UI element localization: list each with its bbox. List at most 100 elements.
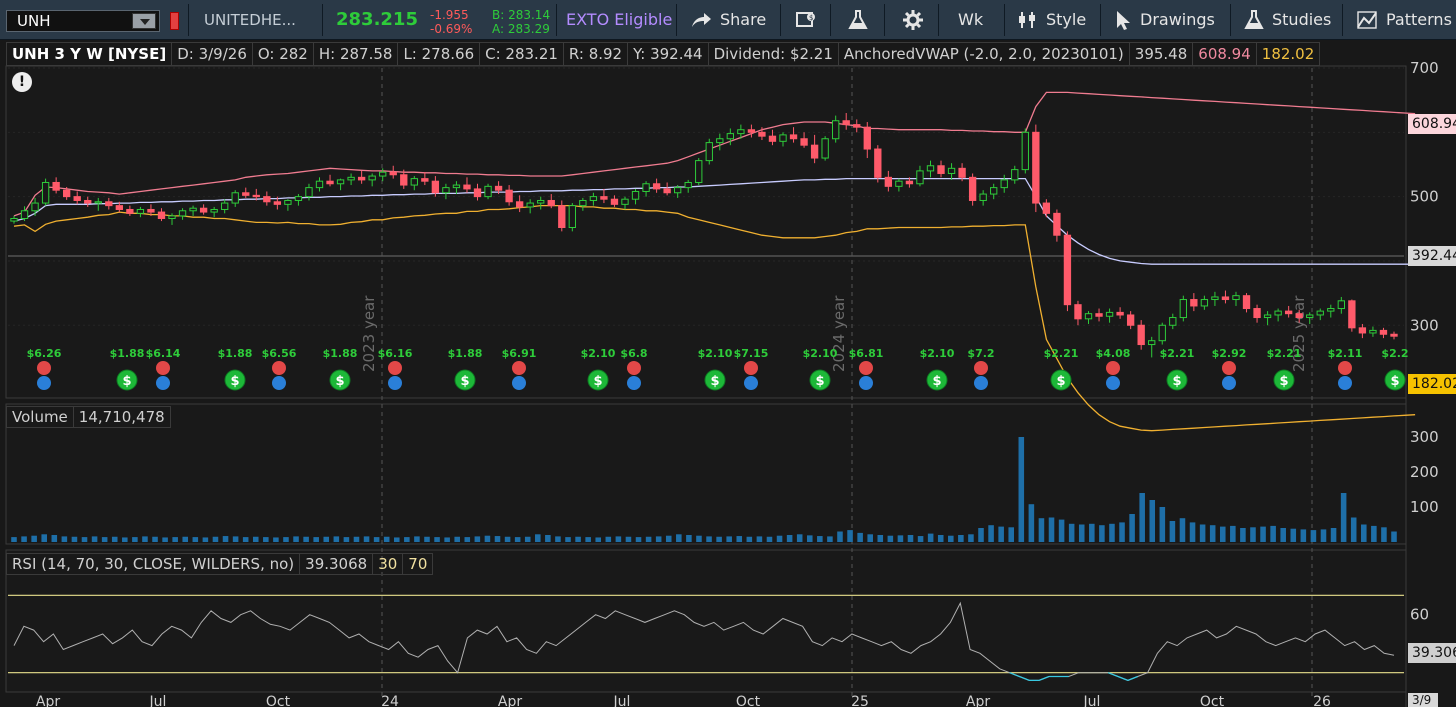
volume-bar (1028, 504, 1035, 542)
vwap-line (13, 177, 1416, 265)
volume-bar (91, 536, 98, 542)
snapshot-icon[interactable]: $ (795, 10, 817, 30)
volume-bar (1391, 531, 1397, 542)
candle-body (305, 187, 313, 198)
dividend-dollar-glyph: $ (710, 374, 719, 389)
volume-bar (1099, 525, 1105, 542)
symbol-input[interactable]: UNH (6, 10, 160, 32)
candle-body (800, 138, 808, 146)
flag-icon[interactable] (170, 12, 179, 30)
earnings-info-icon (627, 376, 641, 390)
volume-bar (847, 530, 853, 542)
volume-bar (766, 536, 773, 542)
volume-bar (41, 534, 47, 542)
dividend-amount-label: $6.81 (849, 347, 884, 360)
earnings-icon (974, 361, 988, 375)
volume-bar (524, 536, 531, 542)
dividend-amount-label: $2.10 (803, 347, 838, 360)
study-name[interactable]: AnchoredVWAP (-2.0, 2.0, 20230101) (837, 42, 1129, 66)
volume-bar (927, 533, 934, 542)
date-tag: 3/9 (1408, 693, 1438, 707)
dividend-amount-label: $2.10 (581, 347, 616, 360)
chart-title: UNH 3 Y W [NYSE] (6, 42, 172, 66)
time-tick-label: Apr (36, 694, 60, 707)
candle-body (115, 205, 124, 210)
chart-canvas[interactable]: 2023 year 2024 year 2025 year $6.26 $1.88 $ $… (0, 40, 1456, 707)
candle-body (684, 181, 692, 189)
studies-flask-icon (1244, 10, 1264, 29)
style-button[interactable]: Style (1018, 0, 1086, 39)
candle-body (1021, 131, 1029, 171)
volume-bar (746, 536, 753, 542)
volume-bar (454, 536, 460, 542)
candle-body (347, 176, 355, 181)
dividend-dollar-glyph: $ (815, 374, 824, 389)
gear-icon[interactable] (902, 9, 924, 31)
studies-button[interactable]: Studies (1244, 0, 1332, 39)
rsi-value: 39.3068 (299, 553, 373, 575)
candle-body (1211, 296, 1219, 301)
rsi-oversold: 30 (372, 553, 403, 575)
volume-bar (11, 537, 17, 542)
patterns-icon (1357, 11, 1377, 29)
candle-body (421, 178, 429, 182)
exto-eligible-badge[interactable]: EXTO Eligible (566, 10, 673, 29)
volume-bars (11, 437, 1397, 542)
low-value: L: 278.66 (397, 42, 480, 66)
candle-body (1274, 310, 1282, 316)
volume-bar (706, 536, 712, 542)
company-name: UNITEDHE... (204, 11, 296, 29)
candle-body (1116, 311, 1124, 316)
candle-body (136, 208, 145, 214)
rsi-label[interactable]: RSI (14, 70, 30, CLOSE, WILDERS, no) (6, 553, 300, 575)
flask-icon[interactable] (848, 9, 868, 31)
time-tick-label: Jul (1083, 694, 1101, 707)
volume-bar (182, 536, 189, 542)
patterns-button[interactable]: Patterns (1356, 0, 1452, 39)
volume-bar (101, 537, 108, 542)
volume-bar (1189, 522, 1196, 542)
price-candles (10, 113, 1398, 358)
vwap-value: 395.48 (1128, 42, 1193, 66)
share-button[interactable]: Share (690, 0, 767, 39)
bid-ask: B: 283.14 A: 283.29 (492, 8, 550, 36)
dividend-amount-label: $2.10 (920, 347, 955, 360)
studies-label: Studies (1272, 10, 1332, 29)
earnings-icon (388, 361, 402, 375)
alert-icon[interactable]: ! (12, 72, 32, 92)
candle-body (1379, 329, 1388, 335)
toolbar-divider (884, 4, 885, 36)
volume-label[interactable]: Volume (6, 406, 73, 428)
candle-body (979, 193, 987, 201)
share-label: Share (720, 10, 767, 29)
volume-bar (948, 535, 954, 542)
candle-body (610, 198, 619, 205)
range-value: R: 8.92 (562, 42, 628, 66)
candle-body (547, 199, 555, 207)
candle-body (463, 184, 471, 190)
volume-bar (494, 536, 501, 542)
y-value: Y: 392.44 (627, 42, 708, 66)
aggregation-dropdown[interactable]: Wk (958, 10, 984, 29)
candle-body (1348, 300, 1356, 329)
volume-bar (1159, 507, 1166, 542)
candle-body (126, 208, 134, 214)
volume-bar (1361, 524, 1367, 542)
chart-area[interactable]: 2023 year 2024 year 2025 year $6.26 $1.88 $ $… (0, 40, 1456, 707)
volume-bar (645, 536, 652, 542)
dividend-icon (1050, 369, 1072, 391)
candle-body (231, 192, 239, 204)
drawings-button[interactable]: Drawings (1114, 0, 1215, 39)
time-tick-label: Oct (736, 694, 761, 707)
candle-body (589, 196, 598, 201)
rsi-pane (5, 549, 1407, 693)
price-tick-label: 500 (1410, 188, 1439, 206)
toolbar-divider (1230, 4, 1231, 36)
cursor-icon (1117, 11, 1130, 30)
dividend-amount-label: $7.15 (734, 347, 769, 360)
earnings-icon (744, 361, 758, 375)
volume-bar (897, 535, 904, 542)
symbol-dropdown-button[interactable] (132, 13, 156, 29)
volume-bar (776, 535, 783, 542)
candle-body (526, 202, 534, 208)
